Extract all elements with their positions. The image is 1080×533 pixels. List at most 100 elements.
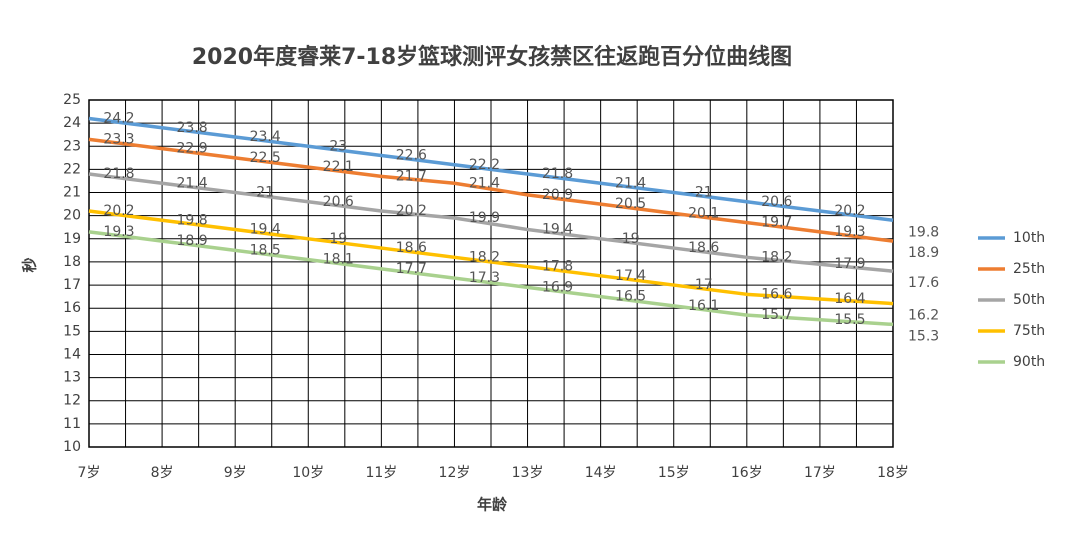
data-label: 16.6 <box>761 286 792 302</box>
data-label: 17.7 <box>396 261 427 277</box>
y-tick-label: 15 <box>63 323 81 339</box>
data-label: 21.7 <box>396 168 427 184</box>
data-label: 17.8 <box>542 259 573 275</box>
y-tick-label: 12 <box>63 393 81 409</box>
legend-label: 90th <box>1013 354 1045 370</box>
line <box>88 230 894 327</box>
data-label: 16.1 <box>688 298 719 314</box>
data-label: 22.9 <box>177 141 208 157</box>
data-label: 20.1 <box>688 205 719 221</box>
data-label: 19.4 <box>250 222 281 238</box>
y-tick-label: 25 <box>63 92 81 108</box>
data-label: 16.2 <box>908 308 939 324</box>
data-label: 20.2 <box>834 203 865 219</box>
data-label: 20.6 <box>761 194 792 210</box>
data-label: 19.3 <box>834 224 865 240</box>
data-label: 22.2 <box>469 157 500 173</box>
data-label: 15.7 <box>761 307 792 323</box>
data-label: 19 <box>329 231 347 247</box>
data-label: 17.6 <box>908 275 939 291</box>
y-tick-label: 23 <box>63 138 81 154</box>
y-axis-title: 秒 <box>21 257 39 272</box>
x-tick-label: 7岁 <box>78 465 101 481</box>
data-label: 18.6 <box>396 240 427 256</box>
data-label: 16.4 <box>834 291 865 307</box>
data-label: 18.1 <box>323 252 354 268</box>
data-label: 21.4 <box>469 175 500 191</box>
line <box>88 137 894 243</box>
data-label: 20.6 <box>323 194 354 210</box>
y-tick-label: 14 <box>63 346 81 362</box>
data-label: 22.1 <box>323 159 354 175</box>
data-label: 17 <box>695 277 713 293</box>
data-label: 23.3 <box>103 131 134 147</box>
data-label: 15.3 <box>908 328 939 344</box>
data-label: 20.5 <box>615 196 646 212</box>
data-label: 17.4 <box>615 268 646 284</box>
data-label: 23 <box>329 138 347 154</box>
data-label: 18.2 <box>469 249 500 265</box>
data-label: 21 <box>256 185 274 201</box>
y-tick-label: 17 <box>63 277 81 293</box>
x-tick-label: 16岁 <box>731 465 763 481</box>
data-label: 16.5 <box>615 289 646 305</box>
x-axis-title: 年龄 <box>477 496 508 514</box>
data-label: 21.8 <box>103 166 134 182</box>
data-label: 22.5 <box>250 150 281 166</box>
data-label: 18.9 <box>177 233 208 249</box>
legend-label: 10th <box>1013 230 1045 246</box>
y-tick-label: 18 <box>63 254 81 270</box>
y-tick-label: 16 <box>63 300 81 316</box>
plot-border <box>88 99 894 448</box>
y-tick-label: 21 <box>63 185 81 201</box>
y-tick-label: 13 <box>63 370 81 386</box>
y-tick-label: 24 <box>63 115 81 131</box>
data-label: 24.2 <box>103 111 134 127</box>
data-label: 23.4 <box>250 129 281 145</box>
x-tick-label: 10岁 <box>292 465 324 481</box>
y-tick-label: 22 <box>63 161 81 177</box>
data-label: 18.9 <box>908 245 939 261</box>
data-label: 19.4 <box>542 222 573 238</box>
data-label: 19.9 <box>469 210 500 226</box>
data-label: 23.8 <box>177 120 208 136</box>
chart-title: 2020年度睿莱7-18岁篮球测评女孩禁区往返跑百分位曲线图 <box>192 44 792 70</box>
x-tick-label: 11岁 <box>365 465 397 481</box>
data-label: 19.7 <box>761 215 792 231</box>
y-tick-label: 19 <box>63 231 81 247</box>
y-tick-label: 10 <box>63 439 81 455</box>
data-label: 21.8 <box>542 166 573 182</box>
data-label: 18.2 <box>761 249 792 265</box>
data-label: 21.4 <box>615 175 646 191</box>
legend-label: 50th <box>1013 292 1045 308</box>
data-label: 19 <box>622 231 640 247</box>
data-label: 16.9 <box>542 279 573 295</box>
y-tick-label: 11 <box>63 416 81 432</box>
x-tick-label: 8岁 <box>151 465 174 481</box>
y-tick-label: 20 <box>63 208 81 224</box>
x-tick-label: 12岁 <box>439 465 471 481</box>
data-label: 21 <box>695 185 713 201</box>
x-tick-label: 18岁 <box>877 465 909 481</box>
data-label: 18.6 <box>688 240 719 256</box>
data-label: 20.2 <box>396 203 427 219</box>
data-label: 15.5 <box>834 312 865 328</box>
data-label: 22.6 <box>396 148 427 164</box>
data-label: 17.3 <box>469 270 500 286</box>
legend-label: 25th <box>1013 261 1045 277</box>
line <box>88 116 894 223</box>
data-label: 19.3 <box>103 224 134 240</box>
data-label: 20.2 <box>103 203 134 219</box>
x-tick-label: 15岁 <box>658 465 690 481</box>
x-tick-label: 17岁 <box>804 465 836 481</box>
data-label: 21.4 <box>177 175 208 191</box>
data-label: 19.8 <box>177 212 208 228</box>
data-label: 20.9 <box>542 187 573 203</box>
data-label: 18.5 <box>250 242 281 258</box>
data-label: 17.9 <box>834 256 865 272</box>
line <box>88 209 894 306</box>
line <box>88 172 894 273</box>
legend-label: 75th <box>1013 323 1045 339</box>
x-tick-label: 14岁 <box>585 465 617 481</box>
